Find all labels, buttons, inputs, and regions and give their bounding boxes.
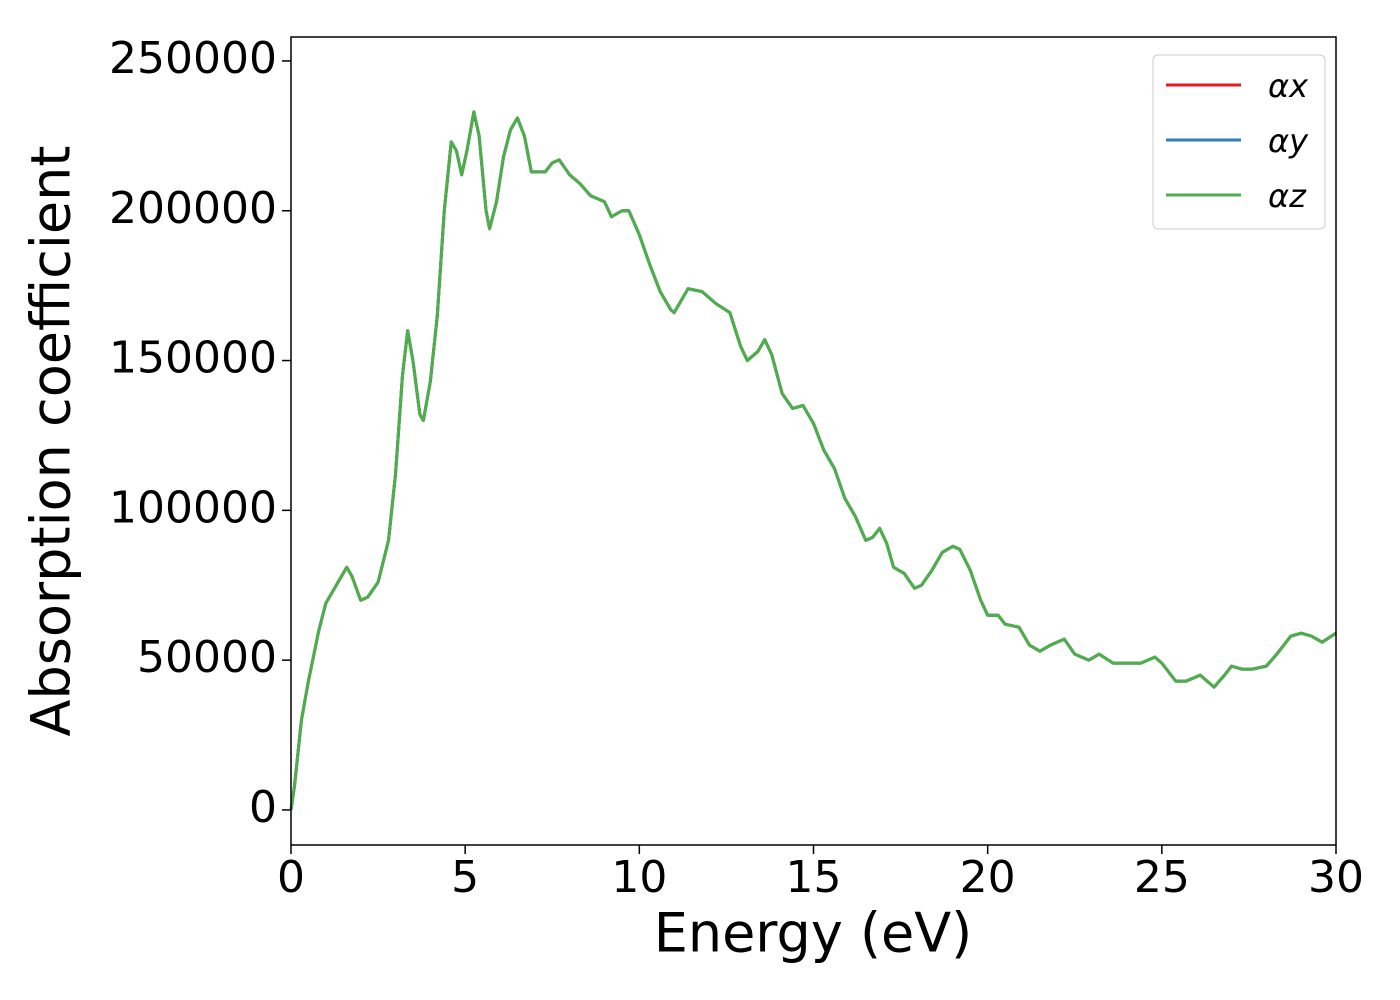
- x-tick-label: 15: [786, 852, 842, 903]
- y-axis-label: Absorption coefficient: [20, 146, 83, 737]
- x-tick-label: 0: [277, 852, 305, 903]
- y-tick-label: 250000: [109, 33, 277, 84]
- legend-box: [1152, 54, 1326, 230]
- x-tick-label: 30: [1308, 852, 1364, 903]
- x-axis-label: Energy (eV): [654, 902, 973, 965]
- legend-label: αx: [1268, 67, 1309, 105]
- y-tick-label: 200000: [109, 183, 277, 234]
- y-tick-label: 0: [249, 782, 277, 833]
- x-tick-label: 5: [451, 852, 479, 903]
- legend-label: αy: [1268, 122, 1309, 160]
- y-tick-label: 100000: [109, 482, 277, 533]
- legend-label: αz: [1268, 177, 1307, 215]
- plot-frame: [290, 36, 1337, 846]
- data-line: [289, 110, 1337, 811]
- y-tick-label: 150000: [109, 333, 277, 384]
- x-tick-label: 20: [960, 852, 1016, 903]
- x-tick-label: 25: [1134, 852, 1190, 903]
- x-tick-label: 10: [611, 852, 667, 903]
- y-tick-label: 50000: [137, 632, 277, 683]
- legend: αx αy αz: [1152, 54, 1326, 230]
